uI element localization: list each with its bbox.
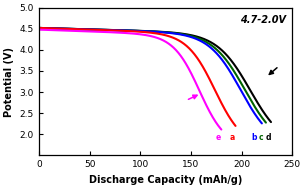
X-axis label: Discharge Capacity (mAh/g): Discharge Capacity (mAh/g): [89, 175, 242, 185]
Text: c: c: [259, 133, 263, 142]
Text: e: e: [216, 133, 221, 142]
Text: b: b: [251, 133, 257, 142]
Text: 4.7-2.0V: 4.7-2.0V: [240, 15, 286, 25]
Y-axis label: Potential (V): Potential (V): [4, 46, 14, 117]
Text: d: d: [265, 133, 271, 142]
Text: a: a: [230, 133, 235, 142]
